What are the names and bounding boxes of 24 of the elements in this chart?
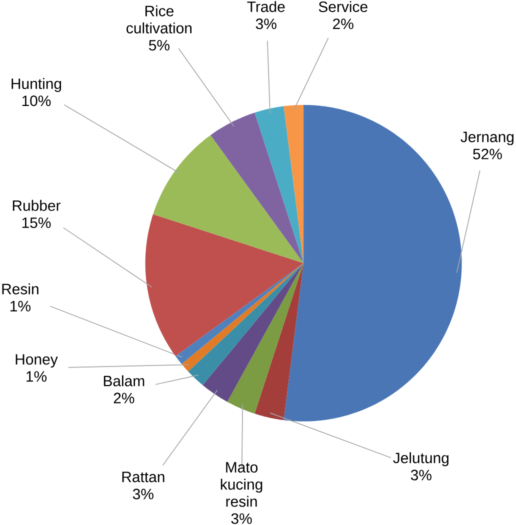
data-label: 10% xyxy=(22,96,51,106)
data-label: 3% xyxy=(232,513,252,524)
data-label: 1% xyxy=(10,300,31,312)
data-label: 15% xyxy=(22,217,51,228)
data-label: 2% xyxy=(114,392,134,404)
slice-label: Honey xyxy=(16,354,58,368)
data-label: 1% xyxy=(26,371,47,382)
slice-label: Service xyxy=(319,1,368,12)
data-label: 52% xyxy=(473,148,502,160)
data-label: 5% xyxy=(149,40,170,51)
slice-label: Rubber xyxy=(13,200,61,211)
slice-label: Rattan xyxy=(122,472,164,482)
data-label: 3% xyxy=(256,18,277,30)
slice-label: Trade xyxy=(247,1,285,12)
slice-label: Jernang xyxy=(460,132,514,146)
slice-label: Mato kucing resin xyxy=(221,462,262,507)
data-label: 2% xyxy=(333,18,354,30)
slice-label: Resin xyxy=(2,283,39,294)
slice-label: Jelutung xyxy=(393,452,449,466)
slice-label: Rice cultivation xyxy=(126,5,192,34)
slice-label: Hunting xyxy=(12,78,62,92)
slice-label: Balam xyxy=(104,375,144,386)
data-label: 3% xyxy=(133,488,154,500)
data-label: 3% xyxy=(411,470,432,480)
